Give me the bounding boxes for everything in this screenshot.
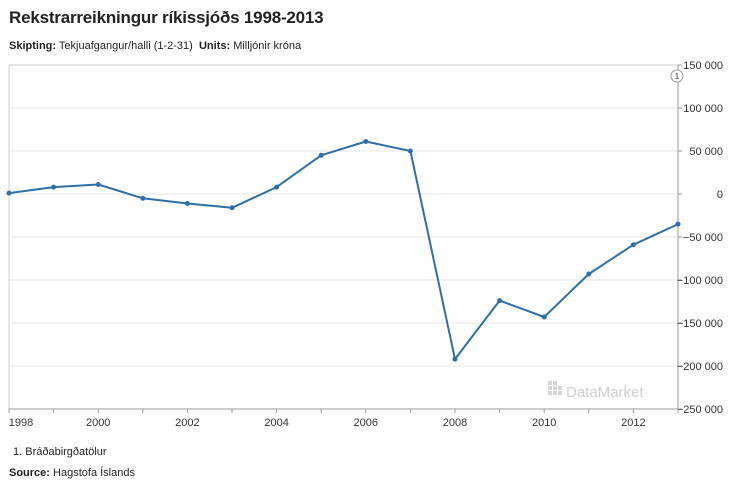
data-point[interactable] <box>630 242 636 248</box>
y-tick-label: 0 <box>717 189 723 201</box>
source-value: Hagstofa Íslands <box>53 467 135 479</box>
data-point[interactable] <box>6 190 12 196</box>
data-point[interactable] <box>497 298 503 304</box>
x-tick-label: 2008 <box>443 417 467 429</box>
x-tick-label: 2000 <box>86 417 110 429</box>
watermark: DataMarket <box>548 381 644 401</box>
y-tick-label: −150 000 <box>677 318 723 330</box>
data-point[interactable] <box>586 271 592 277</box>
data-point[interactable] <box>184 200 190 206</box>
y-tick-label: 50 000 <box>689 146 723 158</box>
data-point[interactable] <box>363 139 369 145</box>
x-tick-label: 1998 <box>9 417 33 429</box>
data-point[interactable] <box>407 148 413 154</box>
x-tick-label: 2006 <box>354 417 378 429</box>
source: Source: Hagstofa Íslands <box>9 467 135 479</box>
y-tick-label: −100 000 <box>677 275 723 287</box>
units-value: Milljónir króna <box>233 40 302 52</box>
x-tick-label: 2002 <box>175 417 199 429</box>
data-point[interactable] <box>229 205 235 211</box>
y-tick-label: 100 000 <box>683 103 723 115</box>
data-point[interactable] <box>140 195 146 201</box>
dimension-value: Tekjuafgangur/halli (1-2-31) <box>58 40 193 52</box>
y-tick-label: −250 000 <box>677 404 723 416</box>
note-marker[interactable]: 1 <box>670 69 684 83</box>
x-tick-label: 2012 <box>621 417 645 429</box>
y-tick-label: −200 000 <box>677 361 723 373</box>
grid-lines <box>9 64 678 410</box>
series-line <box>8 140 679 361</box>
data-point[interactable] <box>318 152 324 158</box>
chart-title: Rekstrarreikningur ríkissjóðs 1998-2013 <box>9 8 324 27</box>
watermark-text: DataMarket <box>566 384 644 401</box>
source-label: Source: <box>9 467 50 479</box>
units-label: Units: <box>198 40 231 52</box>
y-tick-label: −50 000 <box>683 232 723 244</box>
data-point[interactable] <box>95 182 101 188</box>
data-point[interactable] <box>541 314 547 320</box>
data-point[interactable] <box>452 356 458 362</box>
data-point[interactable] <box>675 221 681 227</box>
data-points <box>6 139 681 362</box>
y-axis: 150 000 100 000 50 000 0 −50 000 −100 000 −150… <box>677 60 723 416</box>
dimension-label: Skipting: <box>9 40 57 52</box>
note-marker-text: 1 <box>675 72 680 81</box>
x-axis: 1998 2000 2002 2004 2006 2008 2010 2012 <box>8 409 679 429</box>
footnote: 1. Bráðabirgðatölur <box>13 446 107 458</box>
data-point[interactable] <box>274 184 280 190</box>
data-point[interactable] <box>51 184 57 190</box>
x-tick-label: 2004 <box>264 417 288 429</box>
y-tick-label: 150 000 <box>683 60 723 72</box>
x-tick-label: 2010 <box>532 417 556 429</box>
chart-meta: Skipting: Tekjuafgangur/halli (1-2-31) U… <box>9 40 301 52</box>
